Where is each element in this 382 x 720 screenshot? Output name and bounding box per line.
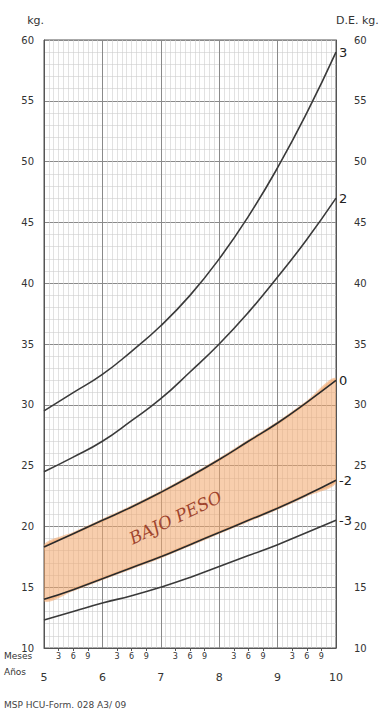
svg-text:9: 9 (260, 652, 265, 661)
svg-text:MSP HCU-Form. 028 A3/ 09: MSP HCU-Form. 028 A3/ 09 (4, 700, 127, 710)
svg-text:60: 60 (354, 35, 367, 46)
svg-text:9: 9 (85, 652, 90, 661)
svg-text:5: 5 (41, 671, 48, 684)
svg-text:6: 6 (129, 652, 134, 661)
svg-text:40: 40 (354, 278, 367, 289)
svg-text:6: 6 (246, 652, 251, 661)
svg-text:6: 6 (71, 652, 76, 661)
svg-text:3: 3 (231, 652, 236, 661)
svg-text:0: 0 (339, 373, 347, 388)
svg-text:30: 30 (21, 399, 34, 410)
svg-text:3: 3 (114, 652, 119, 661)
svg-text:30: 30 (354, 399, 367, 410)
svg-text:6: 6 (99, 671, 106, 684)
svg-text:35: 35 (354, 339, 367, 350)
svg-text:3: 3 (173, 652, 178, 661)
svg-text:50: 50 (354, 156, 367, 167)
svg-text:55: 55 (21, 95, 34, 106)
svg-text:Meses: Meses (4, 650, 33, 661)
svg-text:35: 35 (21, 339, 34, 350)
svg-text:40: 40 (21, 278, 34, 289)
svg-text:55: 55 (354, 95, 367, 106)
svg-text:-2: -2 (339, 473, 352, 488)
svg-text:3: 3 (56, 652, 61, 661)
svg-text:2: 2 (339, 191, 347, 206)
svg-text:D.E. kg.: D.E. kg. (336, 14, 379, 27)
svg-text:25: 25 (354, 460, 367, 471)
svg-text:50: 50 (21, 156, 34, 167)
svg-text:20: 20 (354, 521, 367, 532)
svg-text:20: 20 (21, 521, 34, 532)
svg-text:10: 10 (329, 671, 343, 684)
svg-text:45: 45 (354, 217, 367, 228)
svg-text:9: 9 (274, 671, 281, 684)
svg-text:25: 25 (21, 460, 34, 471)
svg-text:10: 10 (354, 643, 367, 654)
svg-text:Años: Años (4, 667, 26, 677)
svg-text:9: 9 (202, 652, 207, 661)
svg-text:BAJO PESO: BAJO PESO (125, 487, 225, 549)
svg-text:45: 45 (21, 217, 34, 228)
svg-text:3: 3 (290, 652, 295, 661)
svg-text:6: 6 (187, 652, 192, 661)
svg-text:6: 6 (304, 652, 309, 661)
svg-text:15: 15 (354, 582, 367, 593)
svg-text:60: 60 (21, 35, 34, 46)
svg-text:7: 7 (157, 671, 164, 684)
svg-text:15: 15 (21, 582, 34, 593)
svg-text:kg.: kg. (27, 14, 44, 27)
svg-text:-3: -3 (339, 513, 352, 528)
svg-text:9: 9 (144, 652, 149, 661)
svg-text:9: 9 (319, 652, 324, 661)
svg-text:10: 10 (21, 643, 34, 654)
svg-text:3: 3 (339, 45, 347, 60)
svg-text:8: 8 (216, 671, 223, 684)
